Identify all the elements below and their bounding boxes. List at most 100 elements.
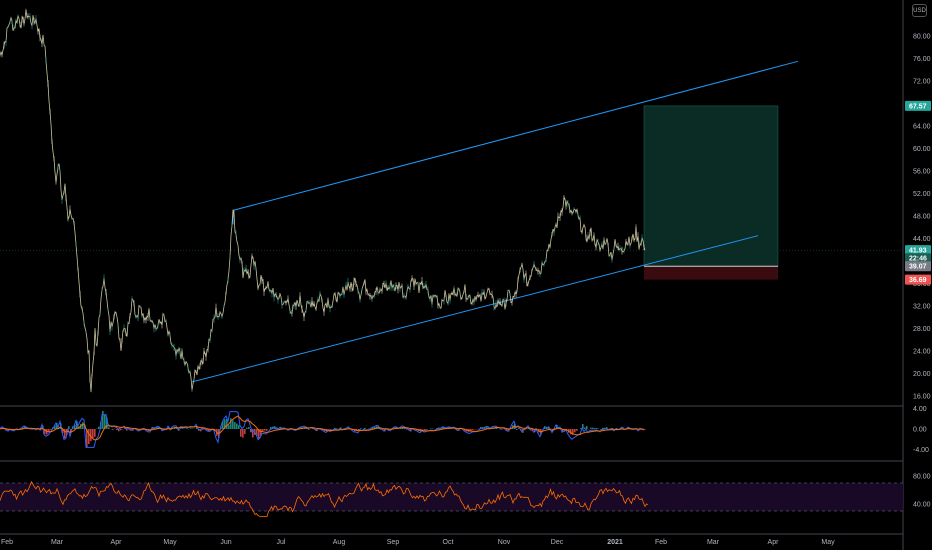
time-tick-label: May: [821, 539, 835, 546]
macd-histogram-bar: [518, 428, 520, 429]
macd-histogram-bar: [252, 429, 254, 438]
macd-histogram-bar: [400, 428, 402, 429]
time-axis[interactable]: Feb Mar Apr May Jun Jul Aug Sep Oct Nov Dec 2021 Feb…: [1, 539, 835, 546]
price-tick-label: 80.00: [913, 34, 931, 41]
rsi-line: [0, 480, 649, 517]
macd-histogram-bar: [606, 427, 608, 429]
price-tick-label: 76.00: [913, 56, 931, 63]
macd-histogram-bar: [24, 426, 26, 429]
macd-histogram-bar: [222, 420, 224, 429]
macd-histogram-bar: [566, 429, 568, 430]
macd-histogram-bar: [594, 427, 596, 429]
macd-histogram-bar: [68, 426, 70, 429]
macd-histogram-bar: [182, 428, 184, 429]
macd-histogram-bar: [178, 429, 180, 431]
macd-histogram-bar: [480, 426, 482, 429]
macd-histogram-bar: [580, 428, 582, 429]
stop-badge: [905, 274, 931, 285]
macd-histogram-bar: [374, 426, 376, 429]
countdown-badge: [905, 253, 931, 264]
macd-histogram-bar: [306, 428, 308, 429]
macd-histogram-bar: [586, 426, 588, 429]
macd-pane: [0, 410, 646, 448]
macd-histogram-bar: [592, 427, 594, 429]
macd-histogram-bar: [404, 428, 406, 429]
macd-tick-label: -4.00: [913, 447, 929, 454]
macd-histogram-bar: [334, 427, 336, 429]
macd-histogram-bar: [230, 418, 232, 429]
price-tick-label: 64.00: [913, 124, 931, 131]
time-tick-label: May: [163, 539, 177, 546]
macd-histogram-bar: [16, 428, 18, 429]
macd-histogram-bar: [156, 427, 158, 429]
time-tick-label: Sep: [387, 539, 400, 546]
macd-histogram-bar: [180, 428, 182, 429]
macd-histogram-bar: [574, 429, 576, 433]
price-axis[interactable]: 80.0076.0072.0068.0064.0060.0056.0052.00…: [913, 34, 931, 509]
macd-tick-label: 0.00: [913, 427, 927, 434]
time-tick-label: Aug: [333, 539, 346, 546]
position-tool[interactable]: [643, 105, 779, 280]
macd-histogram-bar: [562, 429, 564, 433]
macd-histogram-bar: [206, 429, 208, 431]
macd-histogram-bar: [472, 429, 474, 430]
macd-histogram-bar: [570, 429, 572, 435]
time-tick-label: Oct: [443, 539, 454, 546]
time-tick-label: Apr: [111, 539, 123, 546]
macd-histogram-bar: [186, 428, 188, 429]
target-badge: [905, 100, 931, 111]
macd-histogram-bar: [596, 427, 598, 429]
macd-histogram-bar: [496, 427, 498, 429]
macd-histogram-bar: [524, 429, 526, 431]
time-tick-label: Apr: [768, 539, 780, 546]
stop-badge-text: 36.69: [909, 277, 927, 284]
channel-upper-line: [232, 60, 799, 211]
macd-histogram-bar: [236, 423, 238, 429]
time-tick-label: Mar: [707, 539, 720, 546]
macd-histogram-bar: [126, 429, 128, 431]
macd-histogram-bar: [600, 429, 602, 430]
rsi-tick-label: 80.00: [913, 474, 931, 481]
macd-histogram-bar: [208, 429, 210, 432]
grid-lines: [0, 0, 904, 550]
target-badge-text: 67.57: [909, 103, 927, 110]
macd-histogram-bar: [54, 425, 56, 429]
macd-histogram-bar: [76, 420, 78, 429]
macd-histogram-bar: [486, 426, 488, 429]
macd-histogram-bar: [98, 426, 100, 429]
macd-histogram-bar: [40, 429, 42, 431]
macd-histogram-bar: [250, 429, 252, 433]
macd-histogram-bar: [256, 429, 258, 437]
macd-line: [0, 411, 645, 448]
time-tick-label: Feb: [655, 539, 667, 546]
price-tick-label: 24.00: [913, 349, 931, 356]
macd-histogram-bar: [226, 418, 228, 429]
macd-histogram-bar: [190, 428, 192, 429]
macd-histogram-bar: [532, 429, 534, 431]
macd-histogram-bar: [102, 410, 104, 429]
macd-histogram-bar: [260, 429, 262, 436]
macd-histogram-bar: [470, 429, 472, 432]
stop-zone: [644, 266, 778, 280]
price-tick-label: 28.00: [913, 326, 931, 333]
time-tick-label: Dec: [551, 539, 564, 546]
last-price-badge-text: 41.93: [909, 248, 927, 255]
macd-histogram-bar: [406, 429, 408, 430]
macd-histogram-bar: [576, 429, 578, 431]
price-tick-label: 56.00: [913, 169, 931, 176]
macd-histogram-bar: [262, 429, 264, 431]
macd-histogram-bar: [582, 424, 584, 429]
macd-histogram-bar: [258, 429, 260, 440]
currency-label[interactable]: USD: [912, 4, 927, 17]
macd-histogram-bar: [270, 427, 272, 429]
macd-histogram-bar: [46, 429, 48, 435]
entry-badge-text: 39.07: [909, 264, 927, 271]
macd-histogram-bar: [112, 429, 114, 430]
macd-histogram-bar: [118, 429, 120, 432]
macd-histogram-bar: [56, 423, 58, 429]
countdown-badge-text: 22:46: [909, 256, 927, 263]
macd-histogram-bar: [48, 429, 50, 433]
macd-histogram-bar: [584, 427, 586, 429]
macd-histogram-bar: [116, 429, 118, 430]
